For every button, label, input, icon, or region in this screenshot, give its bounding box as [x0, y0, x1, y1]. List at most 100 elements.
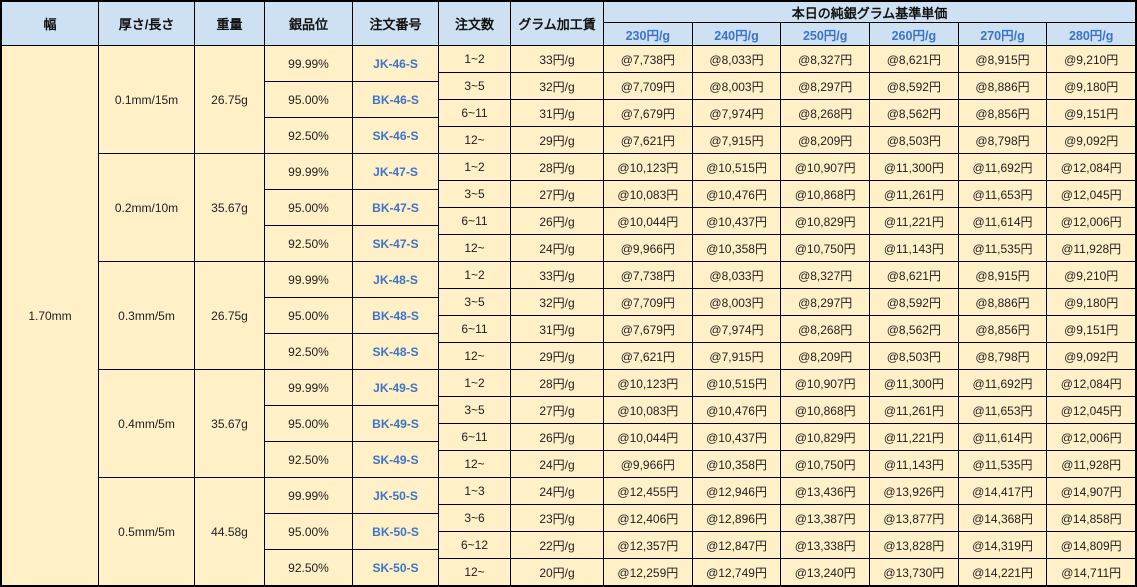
order-number-column: JK-46-S BK-46-S SK-46-S: [353, 46, 438, 153]
order-code-link[interactable]: SK-50-S: [353, 550, 438, 585]
unit-price-cell: @13,877円: [870, 505, 958, 531]
order-qty-cell: 12~: [439, 559, 510, 585]
unit-price-cell: @7,974円: [692, 100, 781, 126]
gram-fee-cell: 31円/g: [511, 100, 603, 126]
unit-price-cell: @7,621円: [604, 343, 692, 369]
order-code-link[interactable]: JK-49-S: [353, 370, 438, 405]
purity-column: 99.99% 95.00% 92.50%: [265, 46, 352, 153]
order-code-link[interactable]: SK-47-S: [353, 226, 438, 261]
order-qty-cell: 12~: [439, 451, 510, 477]
order-qty-cell: 6~11: [439, 424, 510, 450]
unit-price-cell: @10,358円: [692, 235, 781, 261]
gram-fee-cell: 29円/g: [511, 127, 603, 153]
purity-cell: 99.99%: [265, 370, 352, 405]
gram-fee-column: 28円/g 27円/g 26円/g 24円/g: [511, 154, 603, 261]
order-code-link[interactable]: SK-49-S: [353, 442, 438, 477]
order-qty-cell: 1~2: [439, 262, 510, 288]
price-column: @8,915円 @8,886円 @8,856円 @8,798円: [958, 46, 1047, 153]
gram-fee-cell: 33円/g: [511, 262, 603, 288]
order-qty-cell: 1~2: [439, 154, 510, 180]
price-tick-row: 230円/g 240円/g 250円/g 260円/g 270円/g 280円/…: [604, 23, 1136, 45]
unit-price-cell: @7,709円: [604, 289, 692, 315]
purity-cell: 92.50%: [265, 334, 352, 369]
price-column: @12,946円 @12,896円 @12,847円 @12,749円: [692, 478, 781, 585]
unit-price-cell: @8,033円: [692, 262, 781, 288]
unit-price-cell: @8,798円: [958, 127, 1047, 153]
unit-price-cell: @9,966円: [604, 451, 692, 477]
purity-cell: 99.99%: [265, 478, 352, 513]
order-qty-cell: 3~5: [439, 289, 510, 315]
unit-price-cell: @8,915円: [958, 46, 1047, 72]
unit-price-cell: @11,143円: [870, 235, 958, 261]
unit-price-cell: @10,750円: [781, 451, 870, 477]
order-qty-cell: 3~5: [439, 397, 510, 423]
price-column: @8,327円 @8,297円 @8,268円 @8,209円: [781, 262, 870, 369]
purity-column: 99.99% 95.00% 92.50%: [265, 478, 352, 585]
unit-price-cell: @8,856円: [958, 316, 1047, 342]
price-column: @12,084円 @12,045円 @12,006円 @11,928円: [1047, 370, 1136, 477]
unit-price-cell: @8,297円: [781, 73, 870, 99]
order-code-link[interactable]: SK-46-S: [353, 118, 438, 153]
gram-fee-cell: 27円/g: [511, 181, 603, 207]
unit-price-cell: @14,809円: [1047, 532, 1136, 558]
table-header: 幅 厚さ/長さ 重量 銀品位 注文番号 注文数 グラム加工賃 本日の純銀グラム基…: [2, 2, 1136, 45]
col-header-weight: 重量: [195, 2, 264, 45]
unit-price-cell: @14,858円: [1047, 505, 1136, 531]
order-code-link[interactable]: BK-49-S: [353, 406, 438, 441]
order-code-link[interactable]: SK-48-S: [353, 334, 438, 369]
unit-price-cell: @14,368円: [958, 505, 1047, 531]
unit-price-cell: @8,327円: [781, 262, 870, 288]
price-column: @10,907円 @10,868円 @10,829円 @10,750円: [781, 154, 870, 261]
product-block: 0.4mm/5m 35.67g 99.99% 95.00% 92.50% JK-49-S B…: [99, 370, 1136, 477]
unit-price-cell: @13,926円: [870, 478, 958, 504]
unit-price-cell: @10,829円: [781, 208, 870, 234]
unit-price-cell: @12,896円: [692, 505, 781, 531]
unit-price-cell: @11,692円: [958, 370, 1047, 396]
unit-price-cell: @10,829円: [781, 424, 870, 450]
order-code-link[interactable]: JK-50-S: [353, 478, 438, 513]
weight-cell: 26.75g: [195, 46, 264, 153]
unit-price-cell: @11,300円: [870, 370, 958, 396]
price-group-title: 本日の純銀グラム基準単価: [604, 2, 1135, 22]
purity-column: 99.99% 95.00% 92.50%: [265, 154, 352, 261]
unit-price-cell: @8,915円: [958, 262, 1047, 288]
product-blocks: 0.1mm/15m 26.75g 99.99% 95.00% 92.50% JK-46-S…: [99, 46, 1136, 585]
price-column: @8,033円 @8,003円 @7,974円 @7,915円: [692, 46, 781, 153]
price-grid: @7,738円 @7,709円 @7,679円 @7,621円 @8,033円 @8,00…: [604, 46, 1136, 153]
price-column: @8,915円 @8,886円 @8,856円 @8,798円: [958, 262, 1047, 369]
price-column: @10,123円 @10,083円 @10,044円 @9,966円: [604, 370, 692, 477]
thickness-length-cell: 0.3mm/5m: [99, 262, 194, 369]
price-tick-270: 270円/g: [958, 23, 1047, 45]
order-qty-cell: 1~2: [439, 370, 510, 396]
purity-cell: 95.00%: [265, 190, 352, 225]
unit-price-cell: @8,886円: [958, 73, 1047, 99]
purity-cell: 99.99%: [265, 154, 352, 189]
purity-cell: 95.00%: [265, 82, 352, 117]
price-grid: @12,455円 @12,406円 @12,357円 @12,259円 @12,946円…: [604, 478, 1136, 585]
order-qty-cell: 3~5: [439, 181, 510, 207]
unit-price-cell: @7,621円: [604, 127, 692, 153]
order-code-link[interactable]: BK-50-S: [353, 514, 438, 549]
order-code-link[interactable]: JK-48-S: [353, 262, 438, 297]
price-tick-260: 260円/g: [870, 23, 958, 45]
gram-fee-cell: 27円/g: [511, 397, 603, 423]
unit-price-cell: @11,221円: [870, 208, 958, 234]
price-column: @11,692円 @11,653円 @11,614円 @11,535円: [958, 154, 1047, 261]
order-qty-column: 1~2 3~5 6~11 12~: [439, 154, 510, 261]
unit-price-cell: @13,730円: [870, 559, 958, 585]
price-column: @10,907円 @10,868円 @10,829円 @10,750円: [781, 370, 870, 477]
order-code-link[interactable]: BK-48-S: [353, 298, 438, 333]
unit-price-cell: @8,503円: [870, 127, 958, 153]
unit-price-cell: @8,268円: [781, 100, 870, 126]
unit-price-cell: @10,044円: [604, 208, 692, 234]
price-tick-250: 250円/g: [781, 23, 870, 45]
unit-price-cell: @12,749円: [692, 559, 781, 585]
price-column: @8,327円 @8,297円 @8,268円 @8,209円: [781, 46, 870, 153]
order-code-link[interactable]: JK-46-S: [353, 46, 438, 81]
unit-price-cell: @8,592円: [870, 73, 958, 99]
unit-price-cell: @8,297円: [781, 289, 870, 315]
order-code-link[interactable]: BK-47-S: [353, 190, 438, 225]
order-code-link[interactable]: BK-46-S: [353, 82, 438, 117]
order-code-link[interactable]: JK-47-S: [353, 154, 438, 189]
unit-price-cell: @11,653円: [958, 181, 1047, 207]
